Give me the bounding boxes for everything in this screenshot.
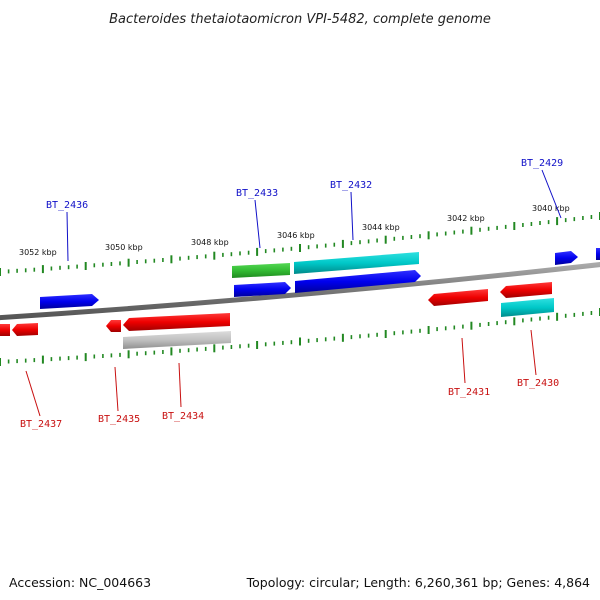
gene-feature-forward-edge[interactable] [596,248,600,260]
scale-label-3040: 3040 kbp [532,204,570,213]
gene-feature-BT_2433[interactable] [234,282,291,297]
gene-feature-BT_2436[interactable] [40,294,99,309]
leader-BT_2437 [25,370,41,417]
gene-feature-BT_2434[interactable] [123,313,230,331]
leader-BT_2434 [178,362,182,408]
gene-label-BT_2437[interactable]: BT_2437 [20,419,62,430]
scale-label-3050: 3050 kbp [105,243,143,252]
gene-feature-pseudo[interactable] [123,331,231,349]
gene-label-BT_2429[interactable]: BT_2429 [521,158,563,169]
gene-labels-bottom: BT_2437 BT_2435 BT_2434 BT_2431 BT_2430 [20,378,559,430]
gene-feature-BT_2431[interactable] [428,289,488,306]
gene-labels-top: BT_2436 BT_2433 BT_2432 BT_2429 [46,158,563,211]
gene-label-BT_2433[interactable]: BT_2433 [236,188,278,199]
leader-BT_2431 [461,337,466,384]
gene-feature-BT_2437[interactable] [12,323,38,336]
genome-title: Bacteroides thetaiotaomicron VPI-5482, c… [109,12,491,27]
gene-label-BT_2432[interactable]: BT_2432 [330,180,372,191]
gene-feature-BT_2432[interactable] [294,252,419,274]
gene-label-BT_2434[interactable]: BT_2434 [162,411,204,422]
scale-label-3042: 3042 kbp [447,214,485,223]
gene-feature-green-rna[interactable] [232,263,290,278]
gene-label-BT_2430[interactable]: BT_2430 [517,378,559,389]
leader-BT_2429 [541,169,562,219]
scale-label-3048: 3048 kbp [191,238,229,247]
summary-text: Topology: circular; Length: 6,260,361 bp… [246,575,590,590]
scale-labels: 3052 kbp 3050 kbp 3048 kbp 3046 kbp 3044… [19,204,570,257]
gene-feature-BT_2435[interactable] [106,320,121,332]
outer-scale-ticks [0,212,600,276]
gene-feature-reverse[interactable] [0,324,10,336]
genome-backbone [0,262,600,321]
gene-label-BT_2431[interactable]: BT_2431 [448,387,490,398]
gene-feature-BT_2429[interactable] [555,251,578,265]
gene-label-BT_2435[interactable]: BT_2435 [98,414,140,425]
gene-feature-forward-long[interactable] [295,270,421,293]
gene-features [0,248,600,349]
gene-feature-BT_2430[interactable] [501,298,554,317]
gene-feature-BT_2430-reverse[interactable] [500,282,552,298]
leader-BT_2436 [66,211,69,262]
scale-label-3044: 3044 kbp [362,223,400,232]
gene-label-BT_2436[interactable]: BT_2436 [46,200,88,211]
leader-BT_2430 [530,329,537,376]
leader-BT_2435 [114,366,119,412]
leader-BT_2433 [254,199,261,249]
leader-lines [25,169,562,417]
inner-scale-ticks [0,308,600,366]
accession-text: Accession: NC_004663 [9,575,151,590]
leader-BT_2432 [350,191,354,241]
scale-label-3052: 3052 kbp [19,248,57,257]
scale-label-3046: 3046 kbp [277,231,315,240]
